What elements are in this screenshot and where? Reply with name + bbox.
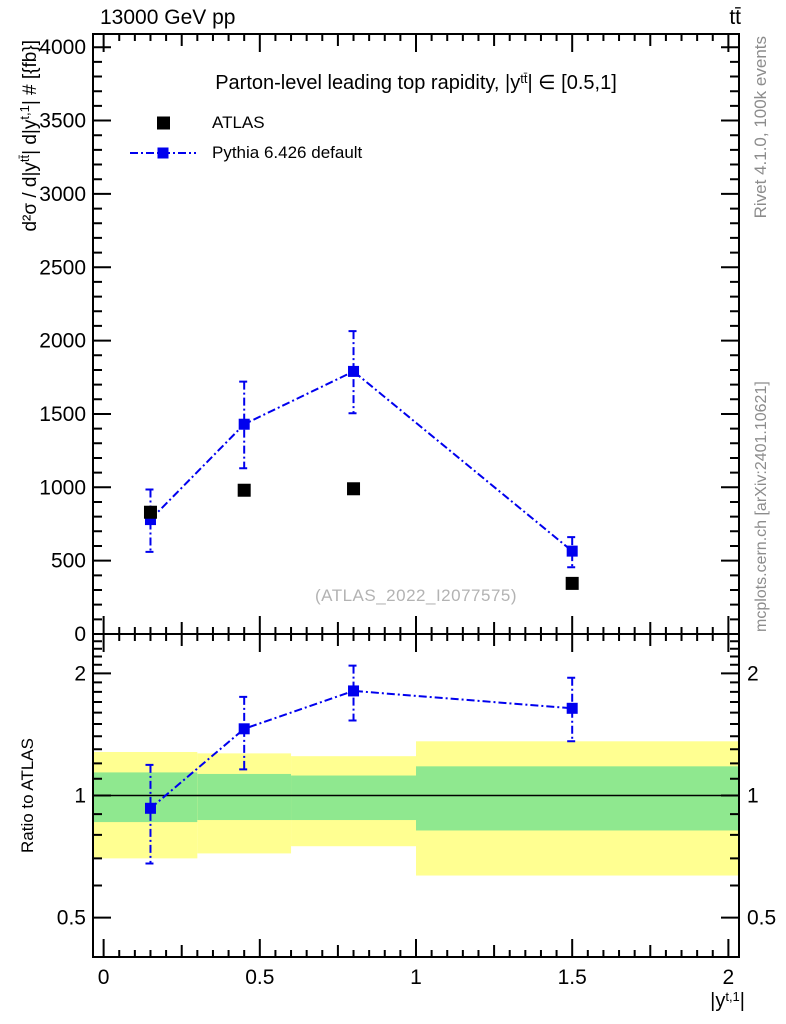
legend-entry-atlas: ATLAS xyxy=(130,108,362,138)
x-axis-title-pre: |y xyxy=(710,990,726,1012)
svg-text:0.5: 0.5 xyxy=(747,907,776,930)
series-marker xyxy=(237,483,251,497)
pythia-dashdot-marker-icon xyxy=(130,144,196,162)
svg-text:500: 500 xyxy=(51,550,86,573)
plot-title-post: | ∈ [0.5,1] xyxy=(527,72,617,94)
green-band-bin0 xyxy=(93,772,198,823)
svg-text:0.5: 0.5 xyxy=(245,966,274,989)
svg-text:2000: 2000 xyxy=(39,330,86,353)
x-axis-title-sup: t,1 xyxy=(725,989,740,1004)
green-band-bin1 xyxy=(197,773,292,821)
series-marker xyxy=(348,365,360,377)
axis-ticks xyxy=(93,34,739,957)
svg-text:0: 0 xyxy=(74,623,86,646)
rivet-version-note: Rivet 4.1.0, 100k events xyxy=(751,36,770,218)
series-marker xyxy=(565,576,579,590)
series-error-bars xyxy=(145,330,578,569)
series-marker xyxy=(144,514,156,526)
series-marker xyxy=(566,702,578,714)
svg-text:1: 1 xyxy=(410,966,422,989)
svg-text:1.5: 1.5 xyxy=(558,966,587,989)
series-marker xyxy=(347,482,361,496)
series-line xyxy=(149,370,573,552)
rotated-labels: d²σ / d|ytt̄​| d|yt,1​| # [{fb}] Ratio to… xyxy=(17,36,770,853)
svg-text:1: 1 xyxy=(747,785,759,808)
process-label: tt̄ xyxy=(729,6,741,29)
plot-title-sup: tt̄ xyxy=(520,71,528,86)
svg-text:2500: 2500 xyxy=(39,256,86,279)
ratio-axis-title: Ratio to ATLAS xyxy=(18,738,37,853)
legend-label-atlas: ATLAS xyxy=(212,113,265,132)
svg-text:0: 0 xyxy=(98,966,110,989)
beam-energy-label: 13000 GeV pp xyxy=(100,6,236,29)
main-pythia-series xyxy=(144,330,578,569)
series-marker xyxy=(348,685,360,697)
svg-text:1500: 1500 xyxy=(39,403,86,426)
svg-text:2: 2 xyxy=(74,662,86,685)
tick-marks xyxy=(93,34,739,957)
series-marker xyxy=(144,802,156,814)
main-atlas-series xyxy=(143,482,579,590)
series-marker xyxy=(566,545,578,557)
svg-text:3000: 3000 xyxy=(39,183,86,206)
legend-entry-pythia: Pythia 6.426 default xyxy=(130,138,362,168)
svg-text:4000: 4000 xyxy=(39,36,86,59)
x-axis-title-post: | xyxy=(739,990,745,1012)
legend-label-pythia: Pythia 6.426 default xyxy=(212,143,363,162)
green-band-bin2 xyxy=(291,775,416,821)
x-axis-title: |yt,1| xyxy=(710,989,745,1013)
svg-text:3500: 3500 xyxy=(39,110,86,133)
series-marker xyxy=(238,418,250,430)
ratio-pythia-series xyxy=(144,664,578,865)
y-axis-title: d²σ / d|ytt̄​| d|yt,1​| # [{fb}] xyxy=(17,40,41,232)
svg-text:1: 1 xyxy=(74,785,86,808)
svg-text:0.5: 0.5 xyxy=(57,907,86,930)
mcplots-arxiv-note: mcplots.cern.ch [arXiv:2401.10621] xyxy=(753,381,770,632)
svg-text:2: 2 xyxy=(747,662,759,685)
plot-title-pre: Parton-level leading top rapidity, |y xyxy=(215,72,521,94)
analysis-id-watermark: (ATLAS_2022_I2077575) xyxy=(314,586,518,605)
series-marker xyxy=(143,505,157,519)
svg-text:2: 2 xyxy=(723,966,735,989)
series-line xyxy=(149,689,573,810)
svg-text:1000: 1000 xyxy=(39,476,86,499)
green-band-bin3 xyxy=(416,766,739,831)
ratio-uncertainty-bands xyxy=(93,741,739,876)
tick-labels: 0 500 1000 1500 2000 2500 3000 3500 4000 0.5 0.5 1 1… xyxy=(39,36,776,989)
atlas-square-marker-icon xyxy=(130,114,196,132)
series-marker xyxy=(238,723,250,735)
plot-title: Parton-level leading top rapidity, |ytt̄… xyxy=(93,70,739,95)
legend: ATLAS Pythia 6.426 default xyxy=(130,108,362,168)
